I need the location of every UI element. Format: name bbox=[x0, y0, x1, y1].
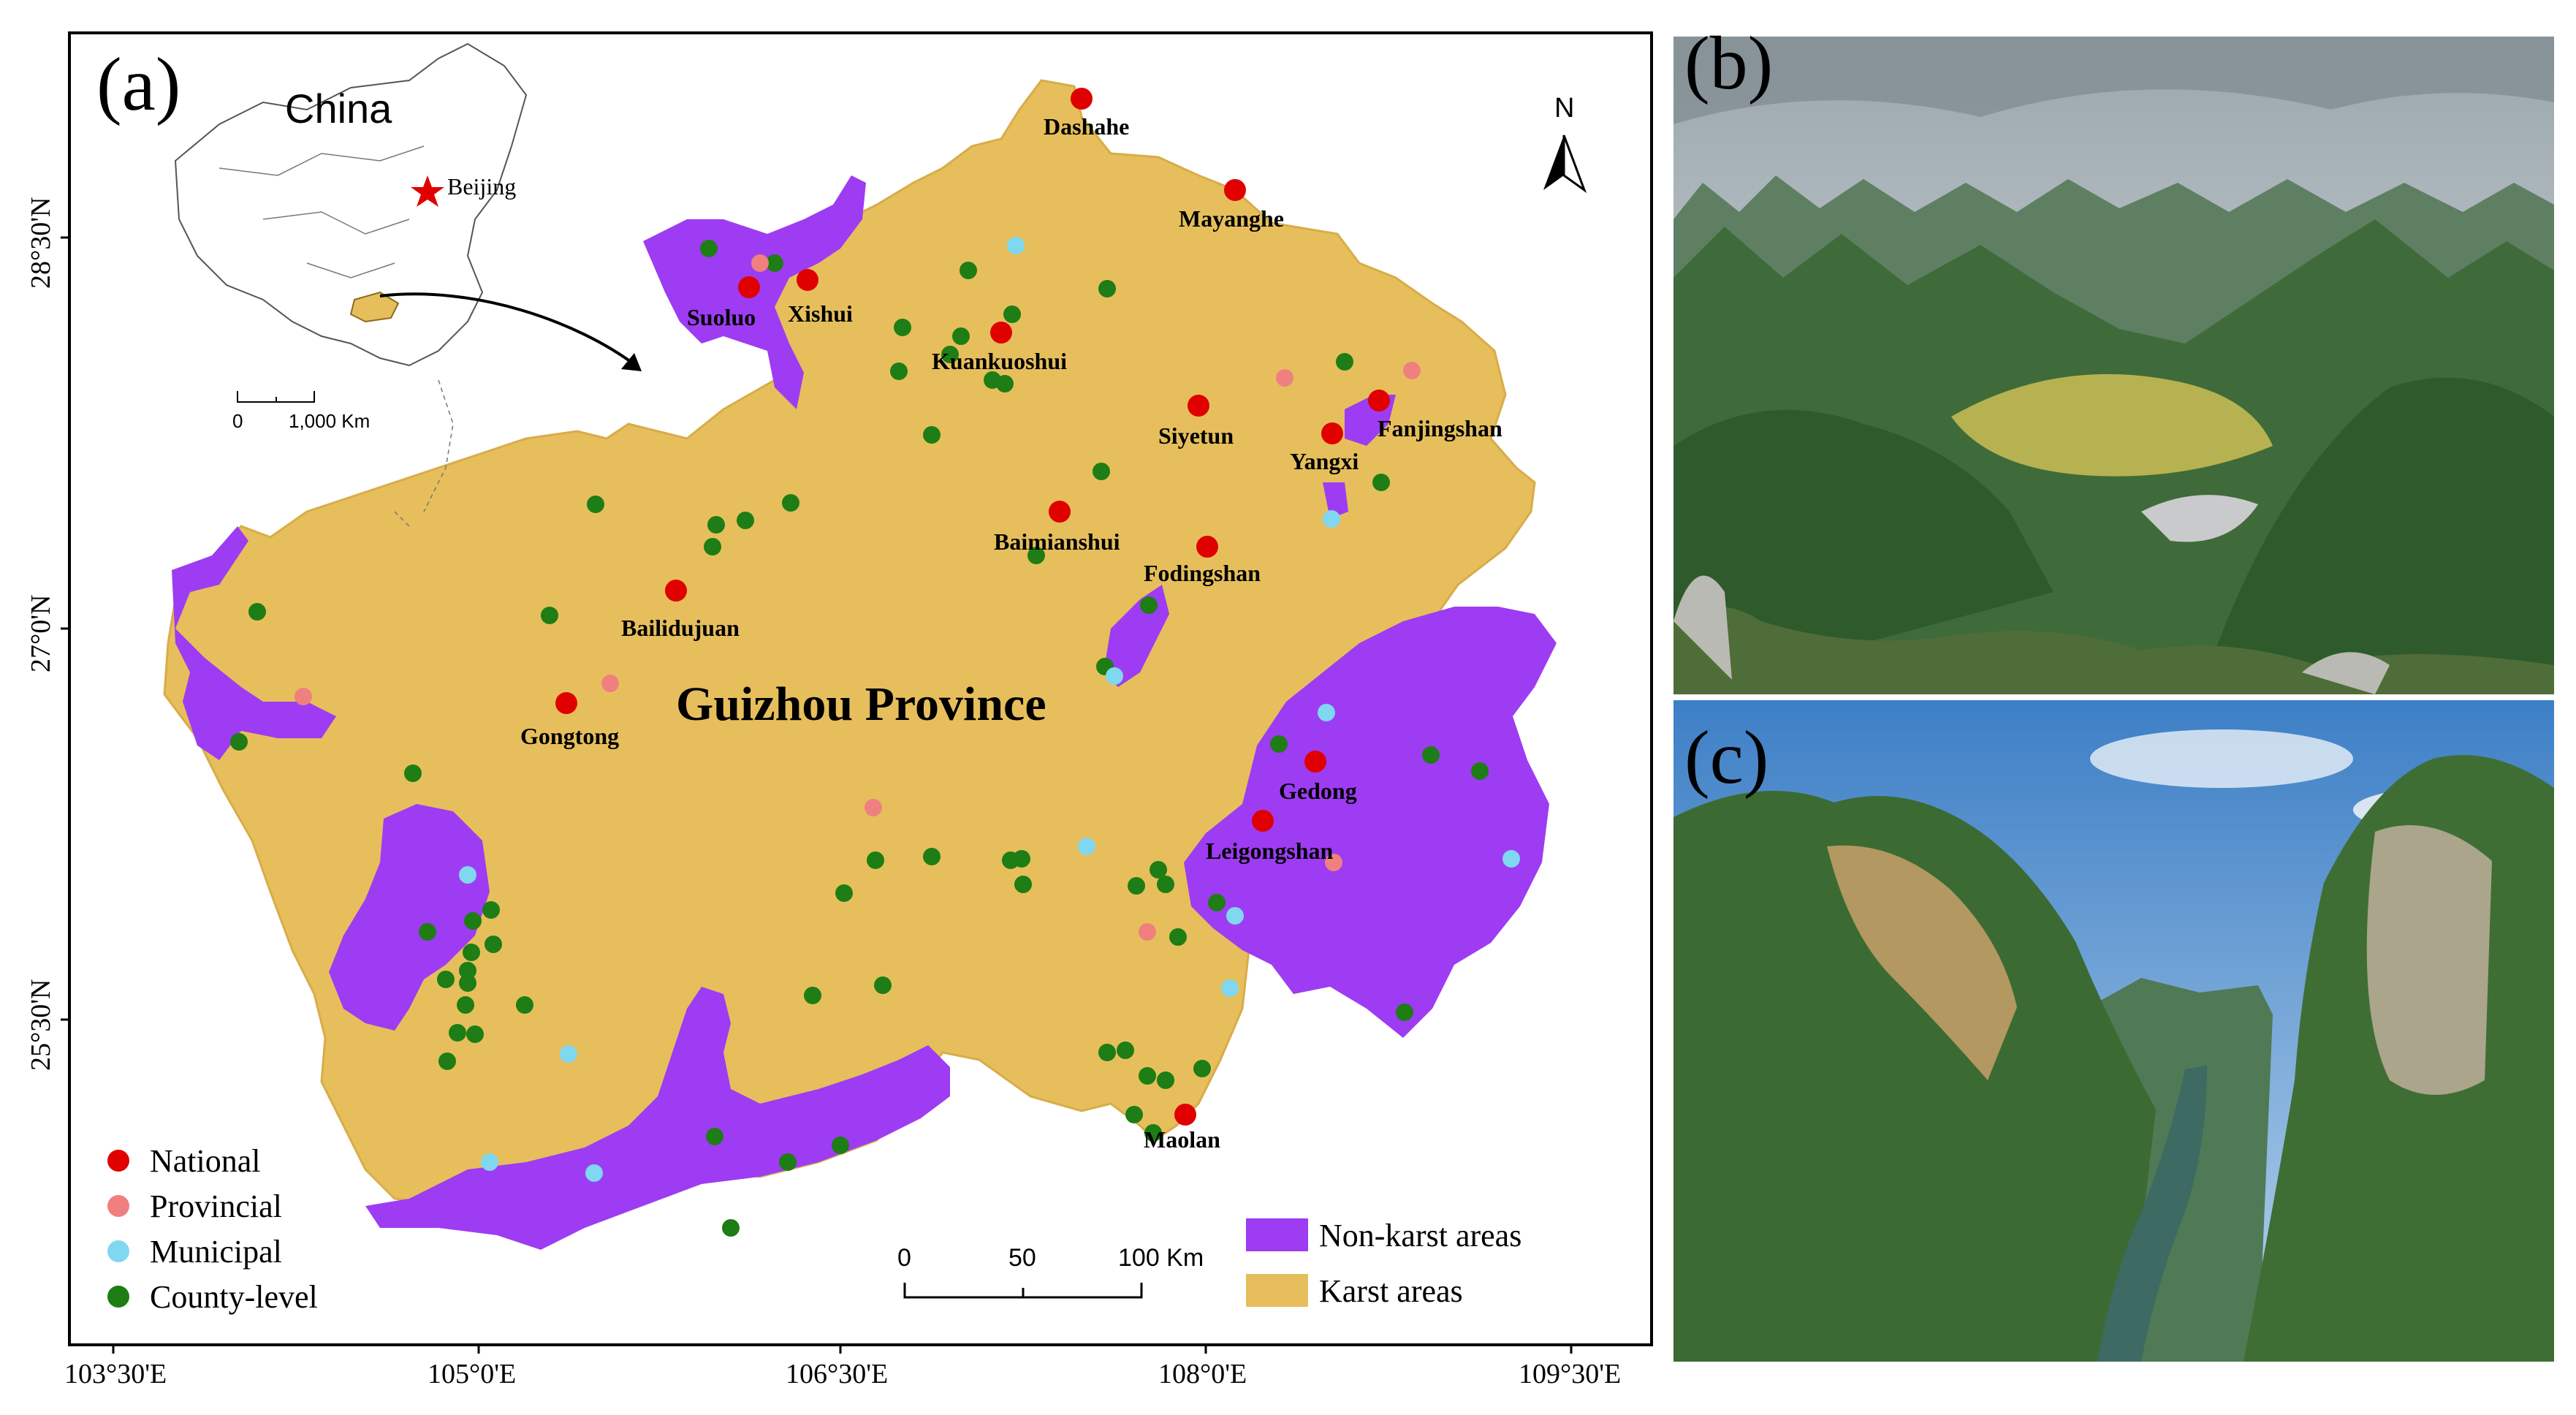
legend-non-karst-label: Non-karst areas bbox=[1319, 1218, 1521, 1253]
site-legend: National Provincial Municipal County-lev… bbox=[107, 1143, 318, 1315]
site-label-dashahe: Dashahe bbox=[1044, 113, 1129, 140]
lat-label-0: 28°30'N bbox=[26, 197, 56, 289]
lat-label-2: 25°30'N bbox=[26, 979, 56, 1071]
latitude-axis: 28°30'N 27°0'N 25°30'N bbox=[26, 197, 69, 1071]
country-label: China bbox=[285, 86, 392, 132]
inset-islands bbox=[394, 379, 454, 527]
area-legend: Non-karst areas Karst areas bbox=[1242, 1129, 1637, 1327]
legend-karst-swatch bbox=[1246, 1274, 1308, 1307]
site-label-mayanghe: Mayanghe bbox=[1179, 205, 1284, 232]
provincial-sites bbox=[295, 254, 1421, 941]
scale-bar: 0 50 100 Km bbox=[897, 1244, 1204, 1299]
site-label-xishui: Xishui bbox=[788, 300, 853, 327]
legend-municipal-swatch bbox=[107, 1240, 129, 1262]
site-label-fodingshan: Fodingshan bbox=[1144, 560, 1261, 586]
site-label-suoluo: Suoluo bbox=[687, 304, 756, 330]
capital-star bbox=[411, 175, 444, 207]
site-label-maolan: Maolan bbox=[1144, 1126, 1220, 1153]
site-label-bailidujuan: Bailidujuan bbox=[621, 615, 740, 641]
municipal-sites bbox=[459, 237, 1520, 1182]
capital-label: Beijing bbox=[447, 173, 516, 200]
legend-non-karst-swatch bbox=[1246, 1218, 1308, 1251]
national-site-labels: Dashahe Mayanghe Suoluo Xishui Kuankuosh… bbox=[520, 113, 1502, 1153]
non-karst-area-southeast bbox=[1184, 607, 1557, 1038]
site-label-yangxi: Yangxi bbox=[1290, 448, 1359, 474]
province-label: Guizhou Province bbox=[676, 678, 1046, 731]
site-label-baimianshui: Baimianshui bbox=[994, 528, 1120, 555]
panel-label-a: (a) bbox=[96, 42, 181, 126]
legend-county-label: County-level bbox=[150, 1279, 318, 1315]
village bbox=[2141, 495, 2258, 542]
china-inset-map: Beijing China 0 1,000 Km bbox=[174, 42, 642, 527]
non-karst-area-west bbox=[172, 526, 336, 760]
guizhou-inset-highlight bbox=[349, 291, 400, 323]
lon-label-1: 105°0'E bbox=[428, 1359, 516, 1389]
lon-label-3: 108°0'E bbox=[1158, 1359, 1247, 1389]
cliff-face-right bbox=[2366, 825, 2492, 1095]
lon-label-4: 109°30'E bbox=[1519, 1359, 1621, 1389]
map-panel: Beijing China 0 1,000 Km N Guizhou Provi… bbox=[26, 31, 1653, 1389]
legend-county-swatch bbox=[107, 1286, 129, 1308]
north-label: N bbox=[1554, 93, 1574, 124]
scale-label-0: 0 bbox=[897, 1244, 911, 1272]
site-label-gongtong: Gongtong bbox=[520, 723, 619, 749]
photo-karst-valley bbox=[1673, 37, 2554, 694]
legend-national-swatch bbox=[107, 1150, 129, 1172]
site-label-siyetun: Siyetun bbox=[1158, 422, 1234, 449]
north-arrow: N bbox=[1543, 93, 1587, 194]
inset-arrow-head bbox=[621, 353, 642, 371]
non-karst-area-northeast-2 bbox=[1323, 482, 1348, 519]
lon-label-2: 106°30'E bbox=[786, 1359, 888, 1389]
inset-arrow bbox=[379, 292, 637, 367]
inset-scale-bar bbox=[237, 391, 315, 403]
site-label-gedong: Gedong bbox=[1279, 778, 1357, 804]
inset-scale-label-1: 1,000 Km bbox=[289, 410, 370, 432]
panel-label-c: (c) bbox=[1684, 716, 1769, 800]
site-label-kuankuoshui: Kuankuoshui bbox=[932, 348, 1067, 374]
photo-karst-gorge bbox=[1673, 700, 2554, 1362]
non-karst-area-southwest bbox=[329, 804, 490, 1031]
cliff-face-left bbox=[1827, 845, 2017, 1080]
terraced-fields bbox=[1951, 373, 2273, 477]
scale-label-50: 50 bbox=[1008, 1244, 1036, 1272]
legend-municipal-label: Municipal bbox=[150, 1234, 282, 1270]
scale-label-100: 100 Km bbox=[1118, 1244, 1204, 1272]
legend-karst-label: Karst areas bbox=[1319, 1273, 1463, 1309]
longitude-axis: 103°30'E 105°0'E 106°30'E 108°0'E 109°30… bbox=[64, 1345, 1621, 1389]
site-label-fanjingshan: Fanjingshan bbox=[1378, 415, 1502, 441]
inset-scale-label-0: 0 bbox=[232, 410, 243, 432]
legend-provincial-label: Provincial bbox=[150, 1188, 282, 1224]
site-label-leigongshan: Leigongshan bbox=[1206, 838, 1333, 864]
county-level-sites bbox=[230, 240, 1489, 1237]
panel-label-b: (b) bbox=[1684, 21, 1774, 105]
legend-national-label: National bbox=[150, 1143, 261, 1179]
legend-provincial-swatch bbox=[107, 1195, 129, 1217]
national-sites bbox=[555, 88, 1390, 1126]
non-karst-area-south bbox=[365, 987, 950, 1250]
lon-label-0: 103°30'E bbox=[64, 1359, 167, 1389]
guizhou-map: Beijing China 0 1,000 Km N Guizhou Provi… bbox=[26, 31, 1653, 1389]
lat-label-1: 27°0'N bbox=[26, 595, 56, 673]
river bbox=[2097, 1066, 2207, 1362]
